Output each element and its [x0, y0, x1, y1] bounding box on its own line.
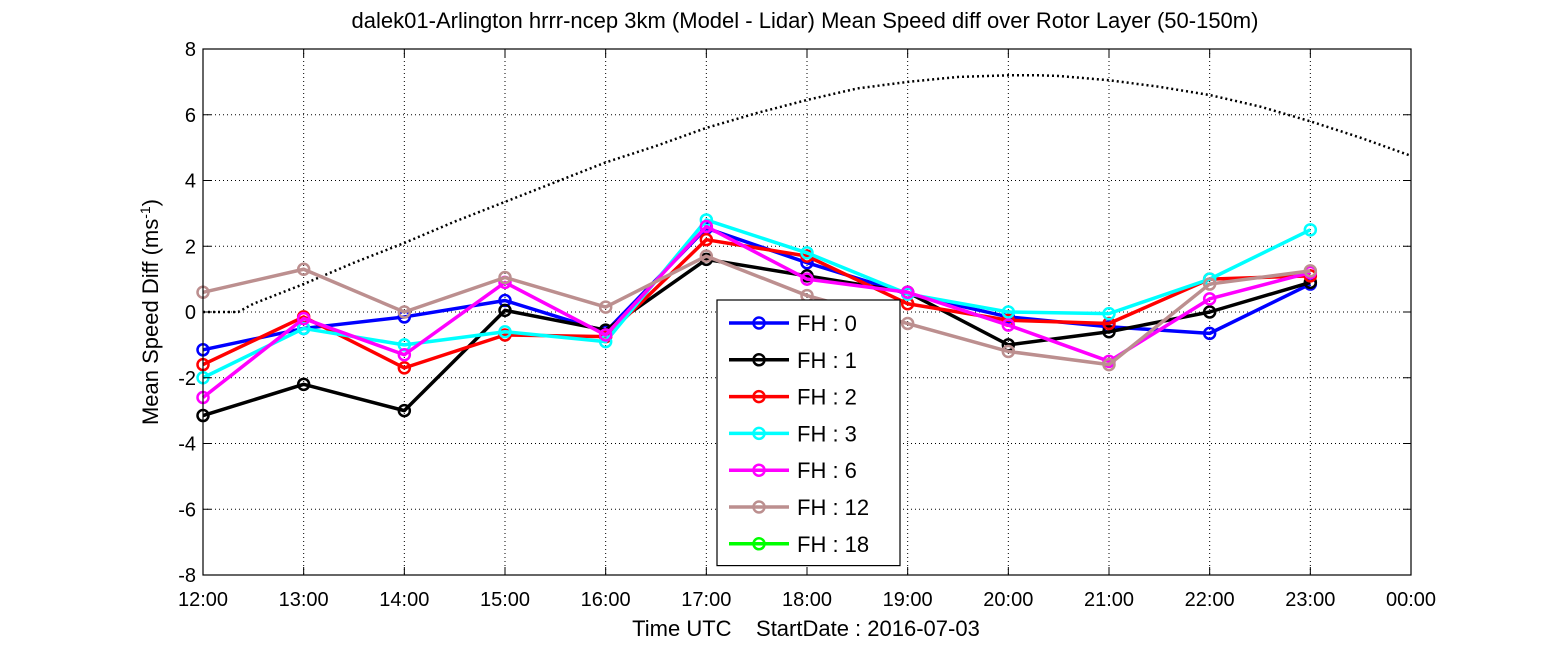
legend-entry-label: FH : 2 — [797, 385, 857, 410]
legend-entry-label: FH : 12 — [797, 495, 869, 520]
data-point — [296, 311, 311, 326]
chart-title: dalek01-Arlington hrrr-ncep 3km (Model -… — [352, 8, 1259, 33]
data-point — [1001, 305, 1016, 319]
legend-swatch-marker — [752, 500, 766, 514]
data-point — [296, 262, 311, 277]
data-point — [598, 300, 613, 314]
data-point — [1303, 264, 1318, 278]
y-tick-label: 2 — [185, 236, 196, 258]
data-point — [397, 403, 412, 418]
reference-curve-line — [203, 74, 1412, 314]
data-point — [1202, 326, 1217, 341]
data-point — [1102, 357, 1116, 372]
x-tick-label: 20:00 — [983, 589, 1033, 611]
y-tick-label: -6 — [178, 499, 196, 521]
legend-swatch-marker — [752, 353, 766, 367]
y-tick-label: -2 — [178, 368, 196, 390]
legend-swatch-marker — [752, 426, 766, 441]
data-point — [397, 347, 412, 362]
legend: FH : 0 FH : 1 FH : 2 FH : 3 FH : 6 FH : 12 FH … — [716, 299, 901, 567]
data-point — [1102, 306, 1116, 321]
x-tick-label: 12:00 — [178, 589, 228, 611]
y-tick-label: -4 — [178, 434, 196, 456]
series-lines — [196, 213, 1318, 423]
data-point — [1001, 318, 1016, 332]
x-tick-label: 22:00 — [1185, 589, 1235, 611]
data-point — [800, 272, 814, 286]
data-point — [1303, 223, 1318, 237]
y-tick-label: 8 — [185, 39, 196, 61]
x-tick-label: 18:00 — [782, 589, 832, 611]
data-point — [397, 305, 412, 319]
y-tick-label: 4 — [185, 171, 196, 193]
x-tick-label: 00:00 — [1386, 589, 1436, 611]
legend-swatch-marker — [752, 463, 766, 477]
x-tick-label: 16:00 — [581, 589, 631, 611]
legend-swatch-marker — [752, 316, 766, 330]
series — [196, 249, 1318, 372]
x-tick-label: 14:00 — [379, 589, 429, 611]
x-tick-label: 13:00 — [279, 589, 329, 611]
data-point — [1202, 277, 1217, 291]
y-axis-label-prefix: Mean Speed Diff (ms — [138, 219, 163, 425]
data-point — [1102, 324, 1116, 339]
y-tick-label: 0 — [185, 302, 196, 324]
series-line — [202, 254, 1311, 367]
data-point — [498, 324, 512, 339]
y-tick-label: -8 — [178, 565, 196, 587]
legend-swatch-marker — [752, 389, 766, 404]
data-point — [1001, 344, 1016, 359]
x-tick-label: 19:00 — [883, 589, 933, 611]
data-point — [296, 377, 311, 392]
data-point — [900, 285, 915, 300]
data-point — [498, 303, 512, 318]
legend-entry-label: FH : 3 — [797, 421, 857, 446]
legend-swatch-marker — [752, 537, 766, 551]
legend-entry-label: FH : 0 — [797, 311, 857, 336]
x-tick-label: 17:00 — [681, 589, 731, 611]
data-point — [800, 246, 814, 260]
series-line — [202, 218, 1312, 380]
legend-entry-label: FH : 1 — [797, 348, 857, 373]
y-axis-label: Mean Speed Diff (ms-1) — [137, 199, 163, 425]
data-point — [699, 219, 714, 234]
y-tick-label: 6 — [185, 105, 196, 127]
x-tick-label: 21:00 — [1084, 589, 1134, 611]
legend-entry-label: FH : 6 — [797, 458, 857, 483]
data-point — [1202, 305, 1217, 319]
data-point — [699, 249, 714, 263]
x-tick-label: 15:00 — [480, 589, 530, 611]
y-axis-label-sup: -1 — [137, 206, 153, 219]
data-point — [598, 328, 613, 342]
x-tick-label: 23:00 — [1285, 589, 1335, 611]
series-line — [202, 237, 1311, 370]
legend-entry-label: FH : 18 — [797, 532, 869, 557]
y-axis-label-suffix: ) — [138, 199, 163, 206]
data-point — [1202, 292, 1217, 306]
axis-ticks: 12:00 13:00 14:00 15:00 16:00 17:00 18:00 19:00… — [178, 39, 1436, 611]
data-point — [397, 361, 412, 375]
data-point — [699, 232, 714, 247]
series-line — [202, 257, 1311, 418]
data-point — [498, 270, 512, 285]
reference-curve — [203, 74, 1412, 314]
data-point — [900, 316, 915, 331]
x-axis-label: Time UTC StartDate : 2016-07-03 — [632, 616, 980, 641]
